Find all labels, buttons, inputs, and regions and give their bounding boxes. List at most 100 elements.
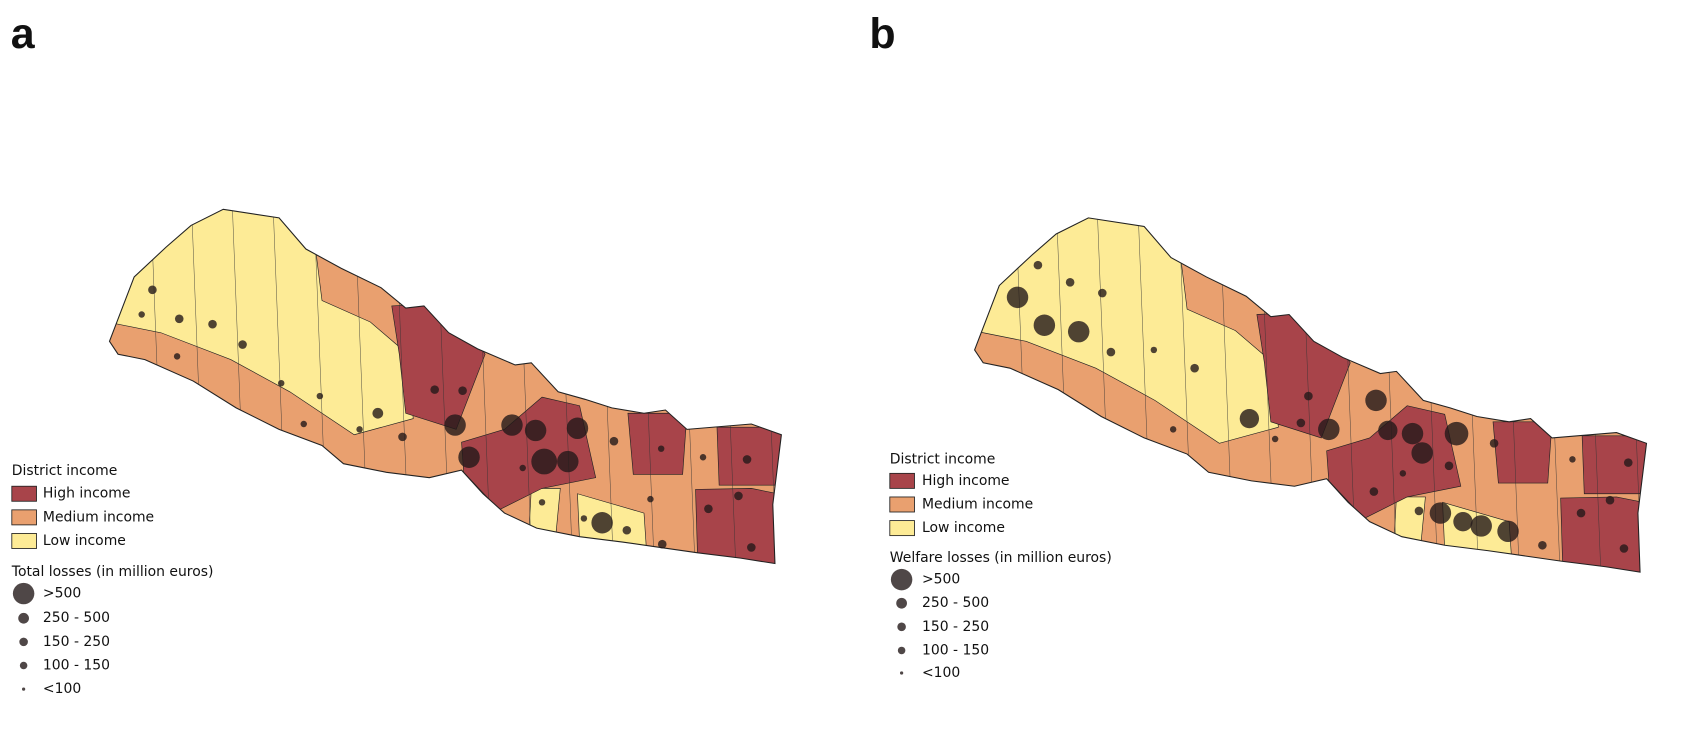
loss-bubble <box>647 495 654 503</box>
loss-bubble <box>609 436 619 446</box>
legend-bubble <box>19 637 28 647</box>
loss-bubble <box>1098 288 1107 298</box>
loss-bubble <box>734 491 743 501</box>
loss-bubble <box>1239 408 1260 429</box>
loss-bubble <box>747 543 756 552</box>
legend-item: <100 <box>922 665 960 681</box>
loss-bubble <box>1067 320 1090 343</box>
loss-bubble <box>1470 515 1492 537</box>
loss-bubble <box>1411 442 1433 464</box>
loss-bubble <box>622 525 632 535</box>
loss-bubble <box>1538 540 1547 550</box>
loss-bubble <box>538 499 546 506</box>
legend-bubble <box>890 568 913 591</box>
loss-bubble <box>458 386 467 396</box>
loss-bubble <box>1006 286 1029 309</box>
loss-bubble <box>173 353 181 360</box>
legend-item: 150 - 250 <box>922 619 989 635</box>
high-income-region <box>1492 421 1553 484</box>
legend-swatch <box>11 509 37 526</box>
loss-bubble <box>277 379 285 387</box>
legend-bubble <box>19 661 28 670</box>
loss-bubble <box>1497 520 1519 543</box>
loss-bubble <box>1605 495 1615 505</box>
legend-item: >500 <box>43 586 81 602</box>
legend-swatch <box>11 533 37 549</box>
legend-title: Total losses (in million euros) <box>11 564 214 580</box>
loss-bubble <box>444 414 466 436</box>
loss-bubble <box>1296 418 1306 428</box>
loss-bubble <box>208 319 217 329</box>
legend-item: 250 - 500 <box>922 595 989 611</box>
loss-bubble <box>316 392 324 400</box>
legend-item: >500 <box>922 572 960 588</box>
legend-item: 100 - 150 <box>43 657 110 673</box>
country-outline <box>108 208 782 565</box>
high-income-region <box>695 488 782 564</box>
loss-bubble <box>566 417 589 440</box>
loss-bubble <box>1444 461 1454 471</box>
loss-bubble <box>1150 346 1158 354</box>
loss-bubble <box>699 454 707 461</box>
legend-item: 100 - 150 <box>922 642 989 658</box>
loss-bubble <box>501 414 523 436</box>
legend-swatch <box>889 496 915 513</box>
panel-label: b <box>869 10 895 58</box>
districts <box>974 217 1647 573</box>
loss-bubble <box>1065 278 1075 287</box>
loss-bubble <box>1365 389 1387 412</box>
loss-bubble <box>458 446 480 468</box>
loss-bubble <box>1623 458 1633 467</box>
loss-bubble <box>657 539 667 549</box>
loss-bubble <box>174 314 184 324</box>
loss-bubble <box>1401 422 1424 445</box>
loss-bubble <box>1169 426 1177 433</box>
loss-bubble <box>657 445 665 452</box>
loss-bubble <box>1576 508 1586 518</box>
loss-bubble <box>1033 314 1056 336</box>
legend-bubble <box>897 646 906 655</box>
loss-bubble <box>704 504 713 514</box>
loss-bubble <box>580 515 588 522</box>
loss-bubble <box>1619 544 1629 553</box>
legend-swatch <box>889 472 915 489</box>
legend-item: Medium income <box>43 509 154 525</box>
loss-bubble <box>1414 506 1424 516</box>
loss-bubble <box>531 448 558 475</box>
loss-bubble <box>300 420 307 428</box>
legend-bubble <box>12 582 35 605</box>
loss-bubble <box>138 311 145 318</box>
loss-bubble <box>1453 511 1473 532</box>
legend-item: High income <box>43 486 131 502</box>
legend-item: Low income <box>43 533 126 549</box>
legend-item: Medium income <box>922 496 1033 512</box>
loss-bubble <box>1569 456 1576 463</box>
legend-item: 250 - 500 <box>43 610 110 626</box>
loss-bubble <box>524 419 547 442</box>
loss-bubble <box>1190 363 1199 373</box>
loss-bubble <box>1444 421 1469 446</box>
loss-bubble <box>1369 487 1379 496</box>
legend-bubble <box>896 597 907 609</box>
legend-title: District income <box>890 451 996 467</box>
legend-title: Welfare losses (in million euros) <box>890 550 1112 566</box>
legend-swatch <box>889 520 915 537</box>
legend-item: 150 - 250 <box>43 634 110 650</box>
loss-bubble <box>1106 347 1116 357</box>
country-outline <box>973 217 1648 573</box>
loss-bubble <box>1489 439 1499 448</box>
loss-bubble <box>398 432 407 442</box>
loss-bubble <box>372 407 384 419</box>
loss-bubble <box>1271 435 1279 443</box>
loss-bubble <box>1304 391 1313 401</box>
loss-bubble <box>430 385 439 394</box>
loss-bubble <box>557 450 579 473</box>
loss-bubble <box>591 511 613 534</box>
high-income-region <box>627 412 688 475</box>
legend-item: High income <box>922 473 1010 489</box>
legend-swatch <box>11 485 37 502</box>
legend-item: <100 <box>43 681 81 697</box>
legend-item: Low income <box>922 520 1005 536</box>
